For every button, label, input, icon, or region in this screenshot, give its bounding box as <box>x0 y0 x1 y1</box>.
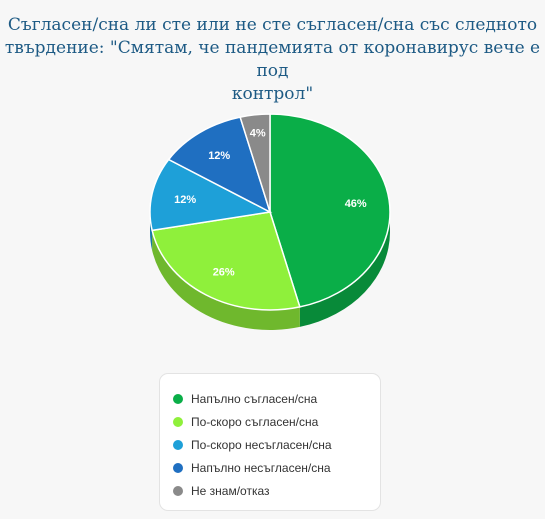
pie-data-label: 46% <box>345 198 367 210</box>
chart-title: Съгласен/сна ли сте или не сте съгласен/… <box>0 14 545 106</box>
legend-label: Напълно несъгласен/сна <box>191 460 331 475</box>
legend-label: По-скоро несъгласен/сна <box>191 437 332 452</box>
pie-slice-side <box>299 212 391 327</box>
pie-labels: 46% 26% 12% 12% 4% <box>174 127 367 278</box>
legend-item[interactable]: По-скоро несъгласен/сна <box>160 433 380 456</box>
legend-swatch <box>173 462 183 473</box>
pie-slice[interactable] <box>167 116 272 214</box>
legend-label: По-скоро съгласен/сна <box>191 414 319 429</box>
legend-item[interactable]: Не знам/отказ <box>160 479 380 502</box>
chart-title-line: контрол" <box>231 84 314 104</box>
legend-swatch <box>173 485 183 496</box>
legend-swatch <box>173 439 183 450</box>
pie-slice[interactable] <box>269 113 391 308</box>
chart-title-line: Съгласен/сна ли сте или не сте съгласен/… <box>7 15 538 35</box>
legend-item[interactable]: Напълно съгласен/сна <box>160 387 380 410</box>
legend: Напълно съгласен/сна По-скоро съгласен/с… <box>159 373 381 511</box>
pie-slices <box>149 113 391 311</box>
pie-data-label: 26% <box>213 267 235 279</box>
legend-item[interactable]: По-скоро съгласен/сна <box>160 410 380 433</box>
legend-swatch <box>173 416 183 427</box>
pie-data-label: 12% <box>208 150 230 162</box>
legend-item[interactable]: Напълно несъгласен/сна <box>160 456 380 479</box>
pie-slice[interactable] <box>149 158 273 232</box>
legend-label: Напълно съгласен/сна <box>191 391 318 406</box>
pie-slice[interactable] <box>151 211 301 311</box>
pie-data-label: 4% <box>250 127 266 139</box>
pie-data-label: 12% <box>174 194 196 206</box>
legend-swatch <box>173 393 183 404</box>
pie-slice[interactable] <box>239 113 271 213</box>
pie-slice-side <box>152 230 300 330</box>
legend-label: Не знам/отказ <box>191 483 270 498</box>
chart-title-line: твърдение: "Смятам, че пандемията от кор… <box>4 38 541 81</box>
